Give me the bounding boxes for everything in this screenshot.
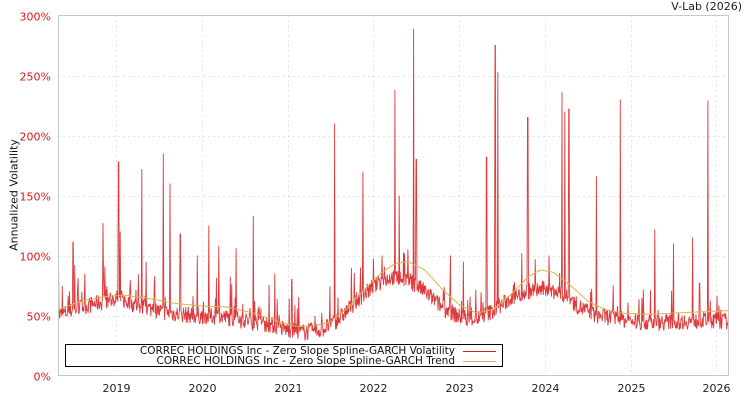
x-tick-label: 2019 [103, 382, 131, 395]
y-tick-label: 150% [20, 191, 51, 204]
trend-line [58, 261, 729, 327]
y-tick-label: 200% [20, 131, 51, 144]
legend-item-volatility: CORREC HOLDINGS Inc - Zero Slope Spline-… [140, 346, 496, 357]
x-tick-label: 2024 [532, 382, 560, 395]
legend-label: CORREC HOLDINGS Inc - Zero Slope Spline-… [139, 345, 455, 357]
x-tick-label: 2026 [703, 382, 731, 395]
legend: CORREC HOLDINGS Inc - Zero Slope Spline-… [65, 344, 503, 367]
y-tick-label: 50% [27, 311, 51, 324]
x-tick-label: 2020 [189, 382, 217, 395]
plot-frame [58, 15, 729, 376]
y-axis-label: Annualized Volatility [7, 139, 21, 251]
legend-label: CORREC HOLDINGS Inc - Zero Slope Spline-… [156, 355, 455, 367]
x-axis-ticks: 2019 2020 2021 2022 2023 2024 2025 2026 [103, 382, 731, 395]
legend-swatch-red [463, 351, 496, 352]
x-tick-label: 2025 [618, 382, 646, 395]
x-tick-label: 2021 [275, 382, 303, 395]
x-tick-label: 2023 [446, 382, 474, 395]
legend-swatch-gold [463, 361, 496, 362]
series-lines [58, 28, 729, 342]
y-axis-ticks: 0% 50% 100% 150% 200% 250% 300% [20, 11, 51, 384]
grid-lines [58, 15, 729, 376]
volatility-line [58, 28, 729, 342]
y-tick-label: 250% [20, 71, 51, 84]
x-tick-label: 2022 [360, 382, 388, 395]
credit-label: V-Lab (2026) [671, 0, 742, 13]
legend-item-trend: CORREC HOLDINGS Inc - Zero Slope Spline-… [157, 356, 496, 367]
y-tick-label: 100% [20, 251, 51, 264]
y-tick-label: 0% [34, 371, 51, 384]
y-tick-label: 300% [20, 11, 51, 24]
